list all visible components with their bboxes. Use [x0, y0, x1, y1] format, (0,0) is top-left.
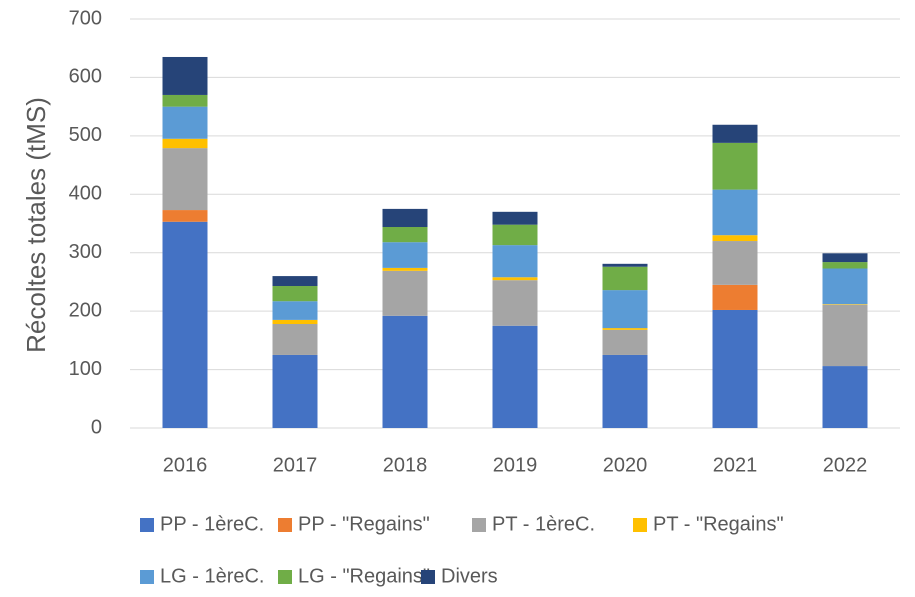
bar-segment — [162, 210, 208, 222]
legend-swatch — [140, 570, 154, 584]
bar-segment — [382, 270, 428, 316]
x-tick-label: 2017 — [273, 454, 318, 476]
bar-segment — [382, 315, 428, 428]
bar-segment — [272, 323, 318, 355]
bar-segment — [602, 329, 648, 355]
y-tick-label: 500 — [69, 124, 102, 146]
bar-segment — [162, 56, 208, 95]
bar-segment — [382, 242, 428, 268]
legend-swatch — [278, 518, 292, 532]
bar-segment — [602, 266, 648, 291]
bar-segment — [712, 124, 758, 143]
bar-segment — [162, 106, 208, 139]
bar-segment — [822, 262, 868, 269]
bar-segment — [712, 309, 758, 428]
bar-segment — [602, 263, 648, 267]
bar-segment — [602, 290, 648, 329]
legend-label: Divers — [441, 565, 498, 587]
bar-segment — [272, 286, 318, 302]
legend-label: PT - "Regains" — [653, 513, 784, 535]
legend-swatch — [633, 518, 647, 532]
bar-segment — [272, 301, 318, 320]
y-tick-label: 400 — [69, 183, 102, 205]
bar-segment — [382, 208, 428, 228]
bar-segment — [712, 189, 758, 236]
bar-segment — [822, 304, 868, 367]
legend-swatch — [472, 518, 486, 532]
y-tick-label: 100 — [69, 358, 102, 380]
bar-segment — [492, 224, 538, 246]
bar-segment — [272, 319, 318, 324]
y-tick-label: 300 — [69, 241, 102, 263]
bar-segment — [492, 245, 538, 278]
bar-segment — [382, 267, 428, 271]
bar-segment — [602, 354, 648, 428]
legend-label: PT - 1èreC. — [492, 513, 595, 535]
x-tick-label: 2022 — [823, 454, 868, 476]
bar-segment — [492, 211, 538, 225]
y-tick-label: 700 — [69, 7, 102, 29]
bar-segment — [162, 94, 208, 107]
bar-segment — [822, 304, 868, 305]
bar-segment — [162, 148, 208, 211]
bar-segment — [712, 241, 758, 285]
bar-segment — [602, 328, 648, 330]
legend-swatch — [278, 570, 292, 584]
x-tick-label: 2018 — [383, 454, 428, 476]
bar-segment — [822, 366, 868, 428]
bar-segment — [162, 221, 208, 428]
x-tick-label: 2021 — [713, 454, 758, 476]
x-tick-label: 2016 — [163, 454, 208, 476]
bar-segment — [712, 142, 758, 190]
bar-segment — [822, 268, 868, 305]
legend-label: LG - "Regains" — [298, 565, 430, 587]
x-tick-label: 2020 — [603, 454, 648, 476]
y-tick-label: 600 — [69, 66, 102, 88]
bar-segment — [162, 138, 208, 149]
bar-segment — [822, 253, 868, 263]
legend-swatch — [140, 518, 154, 532]
bar-segment — [492, 280, 538, 326]
y-tick-label: 200 — [69, 299, 102, 321]
legend-label: LG - 1èreC. — [160, 565, 264, 587]
legend-label: PP - 1èreC. — [160, 513, 264, 535]
bar-segment — [272, 354, 318, 428]
y-axis-label: Récoltes totales (tMS) — [21, 97, 51, 353]
y-tick-label: 0 — [91, 416, 102, 438]
x-tick-label: 2019 — [493, 454, 538, 476]
bar-segment — [272, 276, 318, 287]
legend-label: PP - "Regains" — [298, 513, 430, 535]
bar-segment — [712, 235, 758, 242]
bar-segment — [712, 284, 758, 310]
bar-segment — [492, 277, 538, 281]
bar-segment — [492, 325, 538, 428]
bar-segment — [382, 227, 428, 243]
legend-swatch — [421, 570, 435, 584]
